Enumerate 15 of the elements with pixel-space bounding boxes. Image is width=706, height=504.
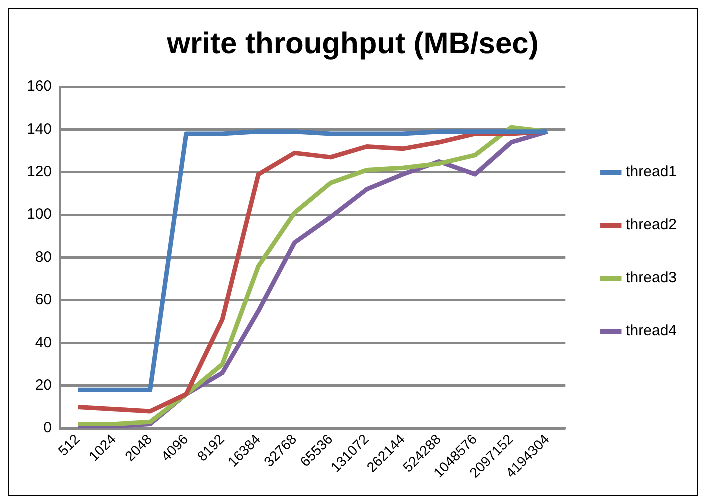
x-tick-label: 512 (55, 430, 84, 459)
y-tick-label: 60 (35, 292, 52, 309)
y-tick-label: 140 (26, 120, 52, 138)
y-tick-label: 40 (35, 334, 52, 352)
y-tick-label: 120 (26, 164, 52, 181)
chart-title: write throughput (MB/sec) (166, 27, 539, 60)
legend-label: thread2 (626, 216, 677, 234)
y-tick-label: 20 (35, 377, 52, 394)
legend-label: thread1 (626, 164, 677, 181)
legend-label: thread4 (626, 322, 677, 340)
y-tick-label: 0 (44, 420, 52, 437)
y-tick-label: 160 (26, 78, 52, 96)
y-tick-label: 100 (26, 206, 52, 224)
y-tick-label: 80 (35, 248, 52, 266)
legend-label: thread3 (626, 270, 677, 287)
